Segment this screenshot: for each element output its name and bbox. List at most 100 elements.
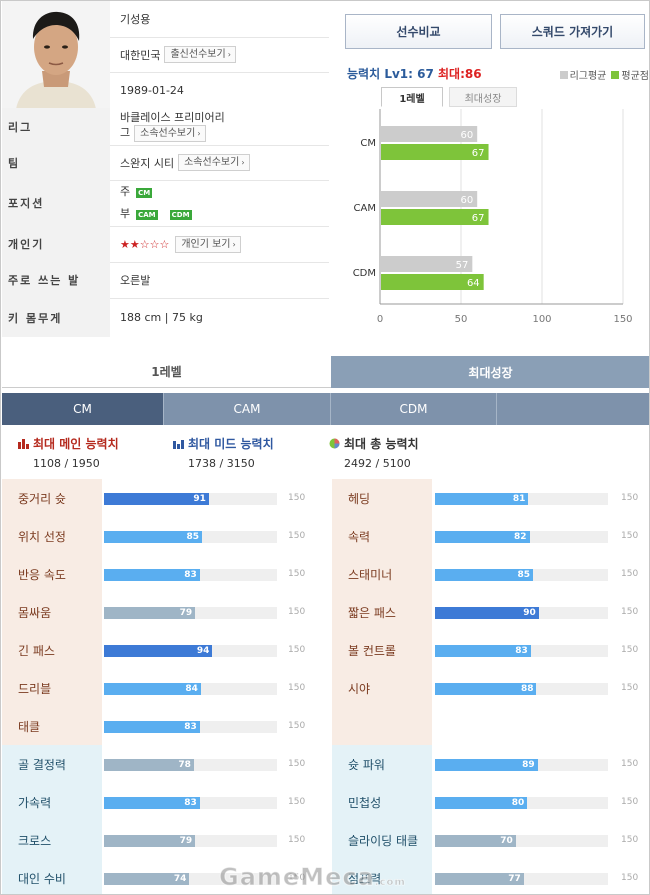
tab-position-cdm[interactable]: CDM: [331, 393, 497, 425]
take-squad-button[interactable]: 스쿼드 가져가기: [500, 14, 645, 49]
stat-name: 골 결정력: [2, 745, 102, 783]
tab-max-growth[interactable]: 최대성장: [331, 356, 649, 388]
chart-tab-level1[interactable]: 1레벨: [381, 87, 443, 107]
stat-bar-fill: 94: [104, 645, 213, 657]
stat-value: 91: [193, 494, 206, 504]
stat-value: 74: [173, 874, 187, 884]
stat-row: [332, 707, 649, 745]
stat-value: 83: [184, 798, 197, 808]
stat-bar-track: 81: [435, 493, 608, 505]
stat-bar-track: 83: [104, 569, 277, 581]
nation-players-button[interactable]: 출신선수보기 ›: [164, 46, 236, 63]
summary-main-value: 1108 / 1950: [33, 457, 100, 470]
stat-bar-fill: 83: [435, 645, 531, 657]
tab-position-cm[interactable]: CM: [2, 393, 164, 425]
stat-value: 88: [520, 684, 534, 694]
chart-bar-value-label: 60: [460, 195, 473, 206]
main-position-tag: CM: [136, 188, 153, 198]
pie-chart-icon: [329, 438, 340, 449]
stat-bar-track: 80: [435, 797, 608, 809]
stat-bar-fill: 85: [104, 531, 203, 543]
stat-bar-fill: 84: [104, 683, 201, 695]
stat-value: 79: [179, 608, 193, 618]
stat-bar-track: 79: [104, 607, 277, 619]
stat-name: 크로스: [2, 821, 102, 859]
stat-max: 150: [288, 607, 306, 617]
chart-x-tick-label: 0: [377, 314, 383, 325]
legend-league-avg: 리그평균: [569, 71, 607, 82]
chart-x-tick-label: 150: [613, 314, 632, 325]
comparison-panel: 선수비교 스쿼드 가져가기 능력치 Lv1: 67 최대:86 리그평균 평균점…: [335, 1, 649, 337]
chart-legend: 리그평균 평균점: [559, 67, 649, 82]
stat-max: 150: [621, 569, 639, 579]
chart-tab-max-growth[interactable]: 최대성장: [449, 87, 517, 107]
ability-max: 최대:86: [438, 67, 482, 81]
stat-max: 150: [288, 721, 306, 731]
stat-bar-track: 82: [435, 531, 608, 543]
divider: [110, 72, 329, 73]
bar-chart-icon: [173, 440, 184, 449]
popularity-label: 개인기: [2, 226, 110, 262]
stat-name: 중거리 슛: [2, 479, 102, 517]
stat-bar-track: 83: [104, 797, 277, 809]
stat-bar-track: 94: [104, 645, 277, 657]
stat-bar-fill: 79: [104, 607, 196, 619]
stat-value: 79: [179, 836, 193, 846]
stat-name: 민첩성: [332, 783, 432, 821]
ability-summary: 능력치 Lv1: 67 최대:86: [347, 65, 482, 82]
stat-name: 속력: [332, 517, 432, 555]
stat-bar-fill: 70: [435, 835, 516, 847]
nationality-row: 대한민국 출신선수보기 ›: [110, 37, 329, 72]
stat-bar-fill: 83: [104, 797, 200, 809]
stat-bar-fill: 83: [104, 721, 200, 733]
stat-max: 150: [621, 797, 639, 807]
stat-value: 82: [514, 532, 527, 542]
ability-lv1: Lv1: 67: [384, 67, 434, 81]
stat-name: 몸싸움: [2, 593, 102, 631]
body-row: 키 몸무게 188 cm | 75 kg: [2, 298, 329, 337]
stat-name: 시야: [332, 669, 432, 707]
position-row: 포지션 주 CM 부 CAM CDM: [2, 180, 329, 226]
summary-mid-title: 최대 미드 능력치: [188, 437, 274, 451]
sub-position-tag: CDM: [169, 210, 192, 220]
stat-bar-track: 91: [104, 493, 277, 505]
nation-players-label: 출신선수보기: [170, 49, 226, 60]
stat-bar-track: 84: [104, 683, 277, 695]
chart-category-label: CDM: [353, 268, 376, 279]
summary-mid-value: 1738 / 3150: [188, 457, 255, 470]
league-players-button[interactable]: 소속선수보기 ›: [134, 125, 206, 142]
summary-main-title: 최대 메인 능력치: [33, 437, 119, 451]
stat-column-left: 중거리 슛 91 150 위치 선정 85 150 반응 속도 83 150 몸싸움 79 150 긴 …: [2, 479, 326, 894]
tab-level1[interactable]: 1레벨: [2, 356, 331, 388]
stat-bar-fill: 74: [104, 873, 190, 885]
compare-player-button[interactable]: 선수비교: [345, 14, 492, 49]
chart-bar: [381, 144, 489, 160]
tab-position-cam[interactable]: CAM: [164, 393, 331, 425]
stat-max: 150: [288, 759, 306, 769]
league-value-line2: 그: [120, 126, 131, 139]
chevron-right-icon: ›: [197, 129, 201, 138]
player-name: 기성용: [120, 13, 151, 26]
stat-row: 크로스 79 150: [2, 821, 326, 859]
nationality-value: 대한민국: [120, 48, 161, 62]
stat-max: 150: [621, 531, 639, 541]
foot-label: 주로 쓰는 발: [2, 262, 110, 298]
team-row: 팀 스완지 시티 소속선수보기 ›: [2, 145, 329, 180]
star-rating: ★★☆☆☆: [120, 238, 169, 251]
legend-swatch-grey: [559, 70, 568, 79]
main-position-label: 주: [120, 185, 131, 198]
team-players-button[interactable]: 소속선수보기 ›: [178, 154, 250, 171]
stat-value: 83: [184, 722, 197, 732]
watermark-logo: GameMeca.com: [219, 863, 406, 892]
ability-label: 능력치: [347, 67, 381, 81]
stat-bar-fill: 90: [435, 607, 539, 619]
skill-view-button[interactable]: 개인기 보기 ›: [175, 235, 241, 253]
stat-bar-track: 88: [435, 683, 608, 695]
stat-max: 150: [621, 873, 639, 883]
stat-row: 골 결정력 78 150: [2, 745, 326, 783]
stat-bar-fill: 77: [435, 873, 524, 885]
stat-name: 슛 파워: [332, 745, 432, 783]
stat-bar-fill: 81: [435, 493, 529, 505]
divider: [2, 262, 329, 263]
